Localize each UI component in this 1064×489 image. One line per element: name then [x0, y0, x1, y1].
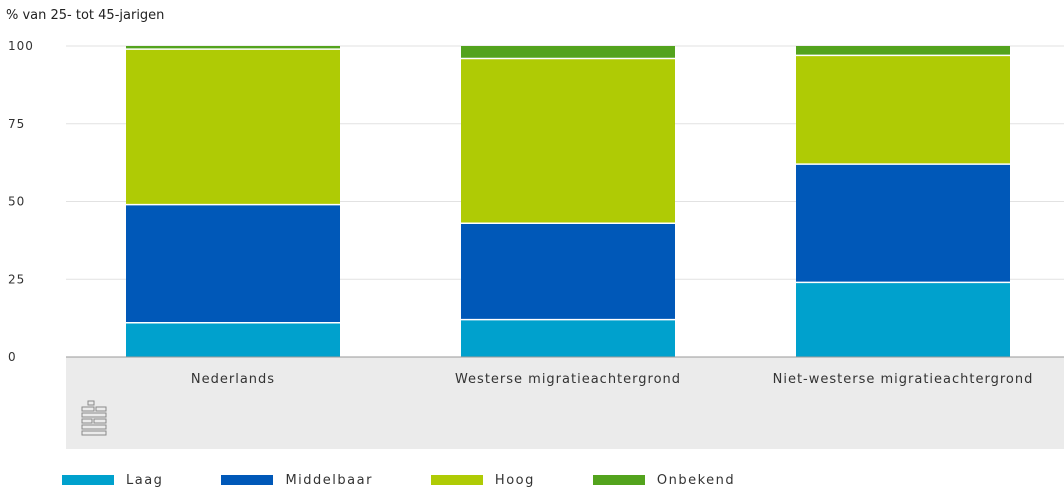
logo-part: [81, 430, 107, 436]
bar-segment: [796, 282, 1010, 357]
y-tick-label: 0: [8, 350, 17, 364]
legend-swatch: [430, 475, 483, 485]
bar-segment: [126, 322, 340, 357]
y-tick-label: 50: [8, 195, 25, 209]
legend-item: Onbekend: [592, 472, 736, 488]
logo-part: [81, 424, 107, 430]
y-axis-unit-label: % van 25- tot 45-jarigen: [6, 8, 165, 23]
logo-part: [81, 406, 95, 412]
logo-part: [81, 418, 93, 424]
bar-segment: [126, 46, 340, 50]
logo-part: [81, 412, 107, 418]
x-tick-label: Nederlands: [191, 372, 275, 387]
bar-segment: [126, 204, 340, 323]
x-axis-band: [66, 357, 1064, 449]
logo-part: [95, 406, 107, 412]
legend-label: Laag: [126, 472, 164, 488]
legend-label: Onbekend: [656, 472, 736, 488]
legend-item: Hoog: [430, 472, 535, 488]
logo-part: [87, 400, 95, 406]
bar-segment: [461, 58, 675, 224]
legend-label: Middelbaar: [285, 472, 373, 488]
bar-segment: [461, 319, 675, 357]
legend-item: Middelbaar: [221, 473, 372, 488]
x-tick-label: Westerse migratieachtergrond: [455, 372, 681, 387]
legend: Laag Middelbaar Hoog Onbekend: [62, 471, 793, 489]
legend-swatch: [592, 475, 645, 485]
y-tick-label: 75: [8, 117, 25, 131]
bar-segment: [796, 46, 1010, 56]
y-tick-label: 25: [8, 272, 25, 286]
bar-segment: [461, 223, 675, 320]
bar-segment: [796, 164, 1010, 283]
bar-segment: [461, 46, 675, 59]
legend-label: Hoog: [494, 472, 535, 488]
bar-segment: [796, 55, 1010, 165]
legend-swatch: [62, 475, 114, 485]
x-tick-label: Niet-westerse migratieachtergrond: [773, 372, 1034, 387]
logo-part: [93, 418, 107, 424]
bar-segment: [126, 49, 340, 205]
y-tick-label: 100: [8, 39, 34, 53]
cbs-logo-icon: [81, 400, 107, 436]
legend-swatch: [221, 475, 274, 485]
legend-item: Laag: [62, 473, 163, 488]
